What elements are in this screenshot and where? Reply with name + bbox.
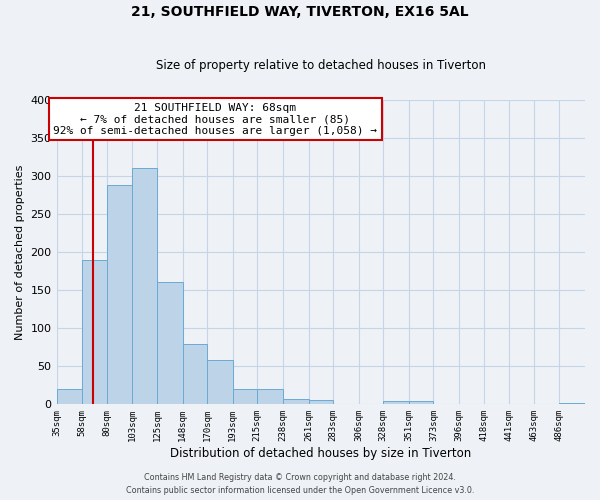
Bar	[157, 282, 182, 405]
Bar	[308, 400, 333, 404]
Bar	[559, 403, 585, 404]
Bar	[409, 400, 433, 404]
Text: 21 SOUTHFIELD WAY: 68sqm
← 7% of detached houses are smaller (85)
92% of semi-de: 21 SOUTHFIELD WAY: 68sqm ← 7% of detache…	[53, 102, 377, 136]
X-axis label: Distribution of detached houses by size in Tiverton: Distribution of detached houses by size …	[170, 447, 472, 460]
Bar	[133, 168, 157, 404]
Bar	[233, 389, 257, 404]
Bar	[82, 260, 107, 404]
Bar	[107, 185, 133, 404]
Text: Contains HM Land Registry data © Crown copyright and database right 2024.
Contai: Contains HM Land Registry data © Crown c…	[126, 474, 474, 495]
Bar	[182, 344, 207, 405]
Text: 21, SOUTHFIELD WAY, TIVERTON, EX16 5AL: 21, SOUTHFIELD WAY, TIVERTON, EX16 5AL	[131, 5, 469, 19]
Bar	[383, 402, 409, 404]
Bar	[207, 360, 233, 405]
Bar	[56, 389, 82, 404]
Bar	[283, 399, 308, 404]
Title: Size of property relative to detached houses in Tiverton: Size of property relative to detached ho…	[156, 59, 486, 72]
Bar	[257, 389, 283, 404]
Y-axis label: Number of detached properties: Number of detached properties	[15, 164, 25, 340]
